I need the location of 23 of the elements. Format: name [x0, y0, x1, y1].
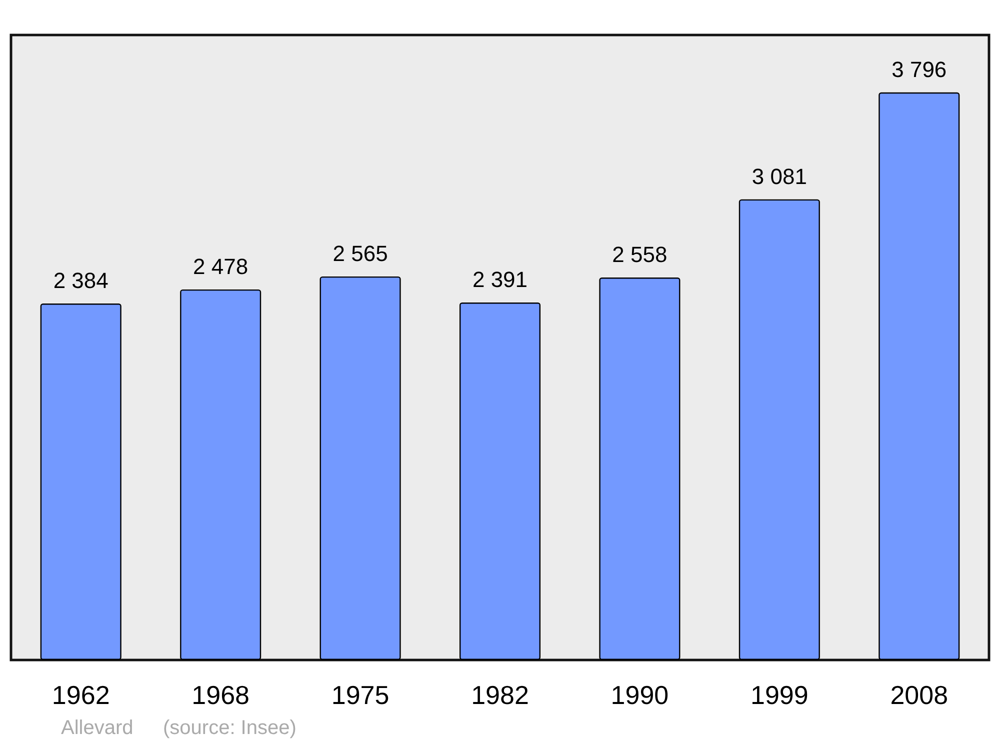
bar — [738, 199, 820, 660]
text: (source: Insee) — [163, 717, 296, 739]
data-label: 2 478 — [193, 254, 248, 279]
bar — [320, 276, 401, 660]
x-tick-label: 1962 — [52, 680, 110, 710]
x-tick-label: 1968 — [192, 680, 250, 710]
bar — [180, 289, 262, 660]
data-label: 2 565 — [332, 240, 388, 266]
data-label: 2 384 — [53, 268, 108, 294]
bar — [599, 278, 680, 660]
data-label: 2 391 — [472, 266, 528, 292]
x-tick-label: 2008 — [890, 680, 948, 710]
data-label: 2 558 — [612, 242, 668, 268]
x-tick-label: 1982 — [471, 680, 529, 710]
bar — [878, 92, 960, 660]
x-tick-label: 1975 — [331, 680, 390, 710]
x-tick-label: 1999 — [750, 680, 808, 710]
x-tick-label: 1990 — [610, 680, 669, 710]
bar — [40, 304, 122, 660]
data-label: 3 081 — [752, 164, 807, 189]
data-label: 3 796 — [892, 56, 947, 82]
bar — [459, 302, 541, 660]
text: Allevard — [61, 717, 134, 739]
